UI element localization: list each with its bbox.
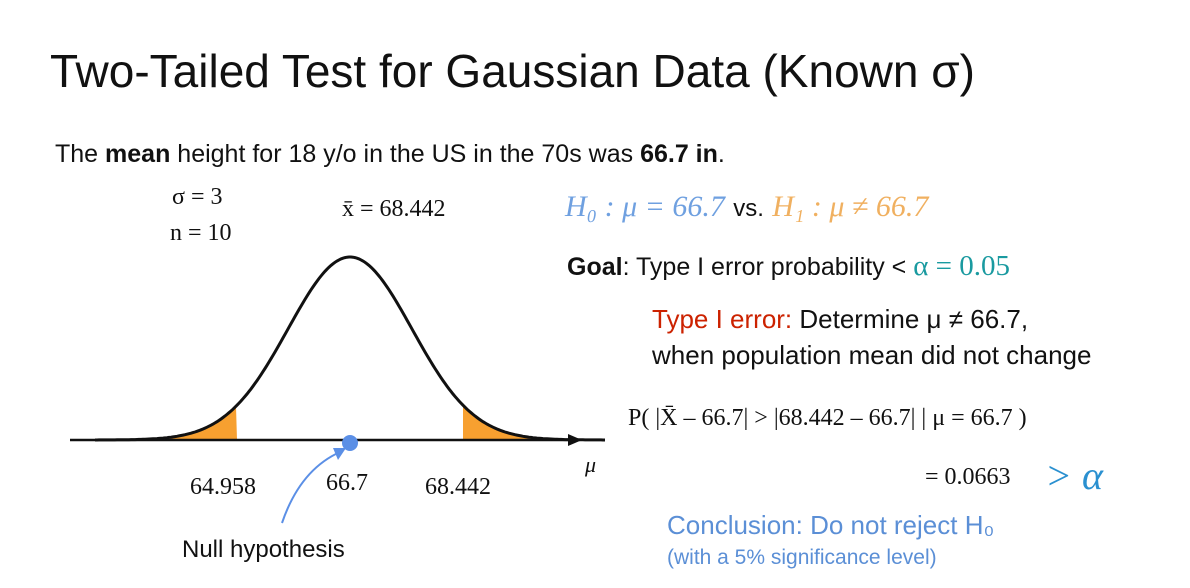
- text: Type I error:: [652, 304, 793, 334]
- text: mean: [105, 140, 171, 168]
- null-point: [342, 435, 358, 451]
- compare: > α: [1045, 453, 1103, 498]
- bell-curve: [95, 255, 605, 442]
- annotation-arrow: [281, 451, 341, 524]
- title: Two-Tailed Test for Gaussian Data (Known…: [50, 45, 975, 97]
- annotation: Null hypothesis: [182, 536, 345, 563]
- annotation-arrowhead: [333, 448, 346, 460]
- text: Goal: [567, 253, 623, 281]
- xbar: x̄ = 68.442: [342, 196, 446, 222]
- text: height for 18 y/o in the US in the 70s w…: [170, 140, 641, 168]
- hypotheses: H₀ : μ = 66.7 vs. H₁ : μ ≠ 66.7: [565, 190, 928, 224]
- alpha: α = 0.05: [913, 250, 1011, 282]
- axis-label: μ: [585, 452, 597, 477]
- h0: H₀ : μ = 66.7: [565, 190, 725, 223]
- right-tail: [463, 405, 580, 440]
- vs: vs.: [733, 195, 764, 222]
- intro: The mean height for 18 y/o in the US in …: [55, 140, 725, 169]
- left-tail: [100, 406, 237, 440]
- conclusion-note: (with a 5% significance level): [667, 546, 937, 569]
- text: : Type I error probability <: [622, 253, 914, 281]
- probability: P( |X̄ – 66.7| > |68.442 – 66.7| | μ = 6…: [628, 405, 1027, 431]
- sigma: σ = 3: [172, 184, 223, 210]
- text: 66.7 in: [640, 140, 718, 168]
- text: .: [717, 140, 725, 168]
- text: The: [55, 140, 106, 168]
- tick-label: 66.7: [326, 470, 368, 496]
- type1: Type I error: Determine μ ≠ 66.7,: [652, 304, 1028, 335]
- type1-line2: when population mean did not change: [652, 340, 1092, 370]
- conclusion: Conclusion: Do not reject H₀: [667, 510, 995, 540]
- goal: Goal: Type I error probability < α = 0.0…: [567, 250, 1010, 283]
- h1: H₁ : μ ≠ 66.7: [772, 190, 929, 223]
- text: Determine μ ≠ 66.7,: [792, 304, 1029, 334]
- result: = 0.0663: [925, 464, 1011, 490]
- tick-label: 64.958: [190, 474, 256, 500]
- n: n = 10: [170, 220, 232, 246]
- tick-label: 68.442: [425, 474, 491, 500]
